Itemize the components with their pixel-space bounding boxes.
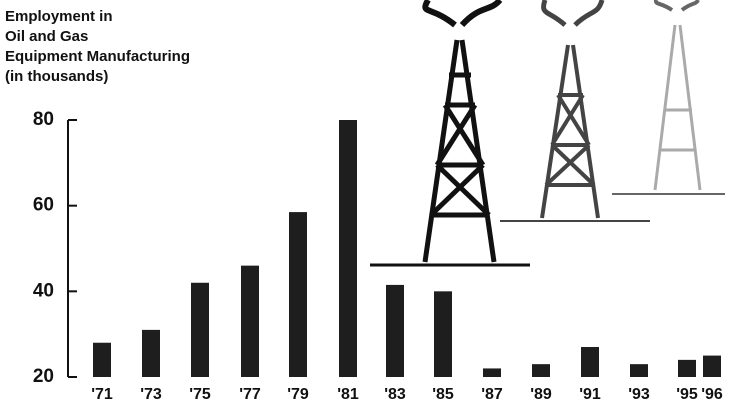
bar xyxy=(532,364,550,377)
chart-title: Employment in xyxy=(5,8,113,25)
y-tick-label: 80 xyxy=(33,109,54,130)
bar xyxy=(241,266,259,377)
bar xyxy=(191,283,209,377)
bar xyxy=(93,343,111,377)
x-tick-label: '73 xyxy=(140,386,162,403)
chart: Employment in Oil and Gas Equipment Manufa… xyxy=(0,0,738,412)
x-tick-label: '71 xyxy=(91,386,113,403)
chart-title: Equipment Manufacturing xyxy=(5,48,190,65)
x-tick-label: '87 xyxy=(481,386,503,403)
x-tick-label: '75 xyxy=(189,386,211,403)
x-tick-label: '79 xyxy=(287,386,309,403)
bar xyxy=(678,360,696,377)
x-tick-label: '89 xyxy=(530,386,552,403)
bar xyxy=(483,368,501,377)
bar xyxy=(142,330,160,377)
x-tick-label: '85 xyxy=(432,386,454,403)
bar xyxy=(434,291,452,377)
y-tick-label: 20 xyxy=(33,366,54,387)
bar xyxy=(386,285,404,377)
chart-title: (in thousands) xyxy=(5,68,108,85)
x-tick-label: '83 xyxy=(384,386,406,403)
bar xyxy=(289,212,307,377)
bar xyxy=(630,364,648,377)
x-tick-label: '77 xyxy=(239,386,261,403)
y-tick-label: 40 xyxy=(33,280,54,301)
x-tick-label: '93 xyxy=(628,386,650,403)
derrick-illustration xyxy=(370,0,725,265)
y-tick-label: 60 xyxy=(33,195,54,216)
x-tick-label: '96 xyxy=(701,386,723,403)
bar xyxy=(339,120,357,377)
chart-title: Oil and Gas xyxy=(5,28,88,45)
bar xyxy=(703,356,721,377)
bar xyxy=(581,347,599,377)
x-tick-label: '81 xyxy=(337,386,359,403)
x-tick-label: '95 xyxy=(676,386,698,403)
x-tick-label: '91 xyxy=(579,386,601,403)
